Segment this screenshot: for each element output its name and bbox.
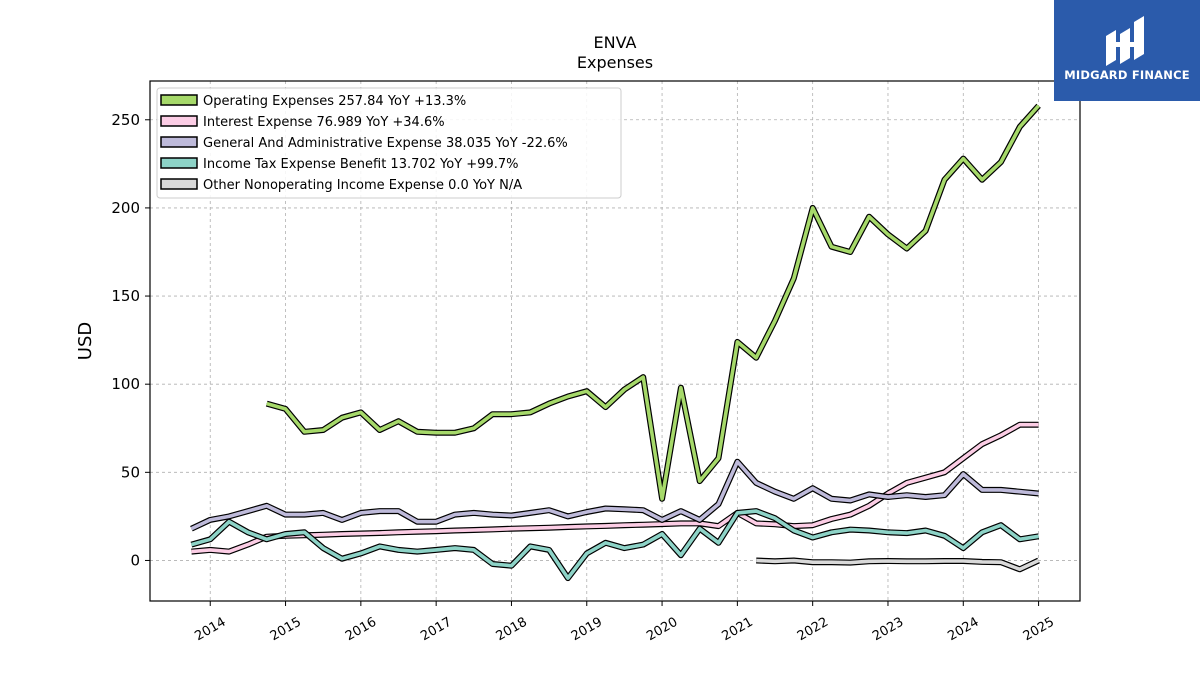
legend-swatch: [160, 115, 198, 127]
legend-swatch: [160, 178, 198, 190]
x-tick-label: 2015: [268, 615, 304, 645]
x-tick-label: 2020: [644, 615, 680, 645]
y-tick-label: 50: [121, 463, 140, 481]
legend-box: [156, 87, 622, 199]
x-tick-label: 2024: [945, 615, 981, 645]
x-tick-label: 2025: [1021, 615, 1057, 645]
legend-label: Other Nonoperating Income Expense 0.0 Yo…: [203, 178, 522, 193]
x-tick-label: 2019: [569, 615, 605, 645]
series-line-core: [756, 558, 1040, 572]
legend-label: General And Administrative Expense 38.03…: [203, 136, 568, 151]
legend-swatch: [160, 157, 198, 169]
x-tick-label: 2021: [720, 615, 756, 645]
y-tick-label: 150: [111, 287, 140, 305]
series-group: [190, 103, 1041, 582]
brand-name: MIDGARD FINANCE: [1064, 68, 1190, 82]
plot-frame: [149, 80, 1081, 602]
x-tick-label: 2014: [192, 615, 228, 645]
brand-logo: MIDGARD FINANCE: [1054, 0, 1200, 101]
x-tick-label: 2023: [870, 615, 906, 645]
series-line: [191, 421, 1039, 555]
x-tick-label: 2017: [418, 615, 454, 645]
legend-label: Income Tax Expense Benefit 13.702 YoY +9…: [203, 157, 518, 172]
series-line: [190, 458, 1039, 532]
series-line-core: [190, 509, 1039, 580]
logo-mark-icon: [1106, 16, 1144, 66]
legend: Operating Expenses 257.84 YoY +13.3% Inte…: [156, 87, 622, 199]
legend-swatch: [160, 94, 198, 106]
series-line-core: [266, 104, 1040, 501]
chart-subtitle: Expenses: [577, 53, 653, 72]
series-line-core: [191, 422, 1039, 554]
y-tick-label: 100: [111, 375, 140, 393]
chart-title: ENVA: [594, 33, 637, 52]
y-axis-label: USD: [75, 322, 96, 360]
x-tick-label: 2018: [494, 615, 530, 645]
legend-label: Interest Expense 76.989 YoY +34.6%: [203, 115, 445, 130]
y-tick-label: 250: [111, 111, 140, 129]
series-line: [265, 103, 1041, 502]
y-tick-label: 200: [111, 199, 140, 217]
series-line: [190, 508, 1040, 582]
legend-swatch: [160, 136, 198, 148]
legend-label: Operating Expenses 257.84 YoY +13.3%: [203, 94, 466, 109]
x-tick-label: 2016: [343, 615, 379, 645]
series-line-core: [190, 459, 1039, 531]
series-line: [756, 557, 1040, 573]
y-tick-label: 0: [130, 551, 140, 569]
x-tick-label: 2022: [795, 615, 831, 645]
